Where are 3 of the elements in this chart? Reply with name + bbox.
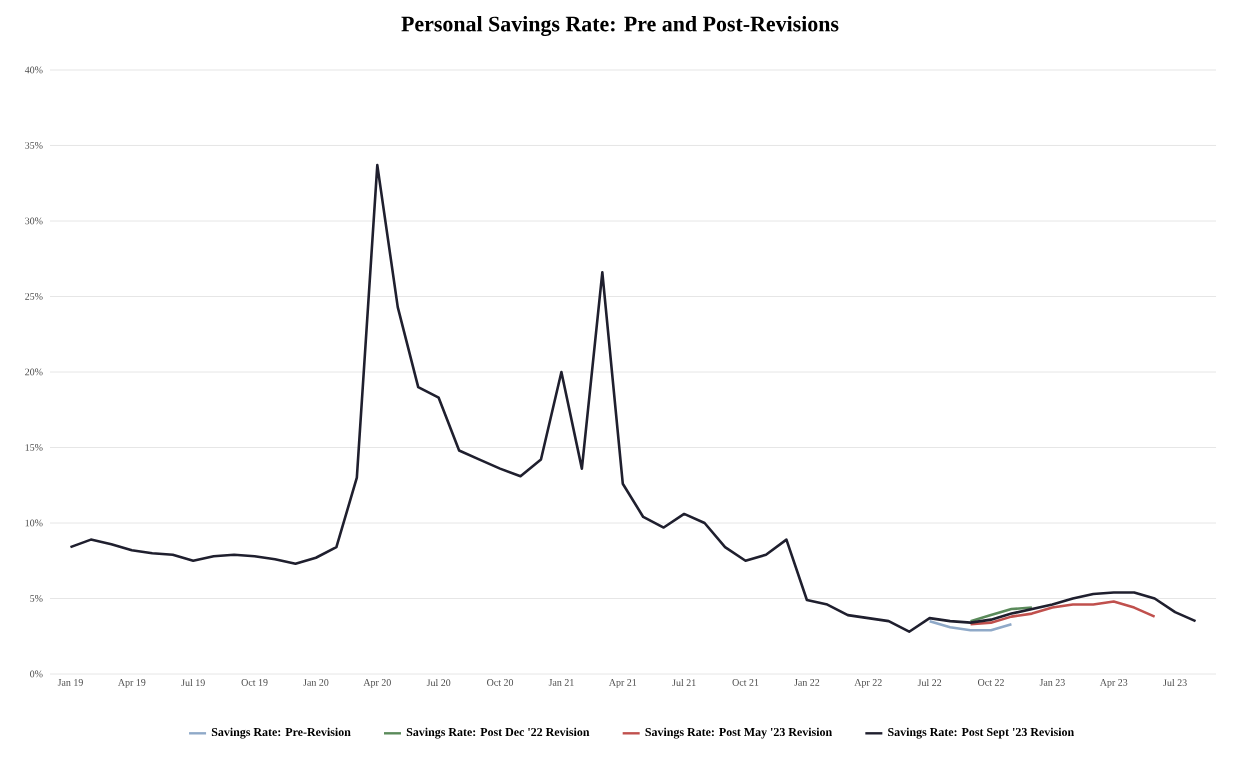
line-series xyxy=(969,606,1034,623)
line-series xyxy=(969,600,1156,626)
chart-title: Personal Savings Rate: Pre and Post-Revisions xyxy=(401,15,839,37)
